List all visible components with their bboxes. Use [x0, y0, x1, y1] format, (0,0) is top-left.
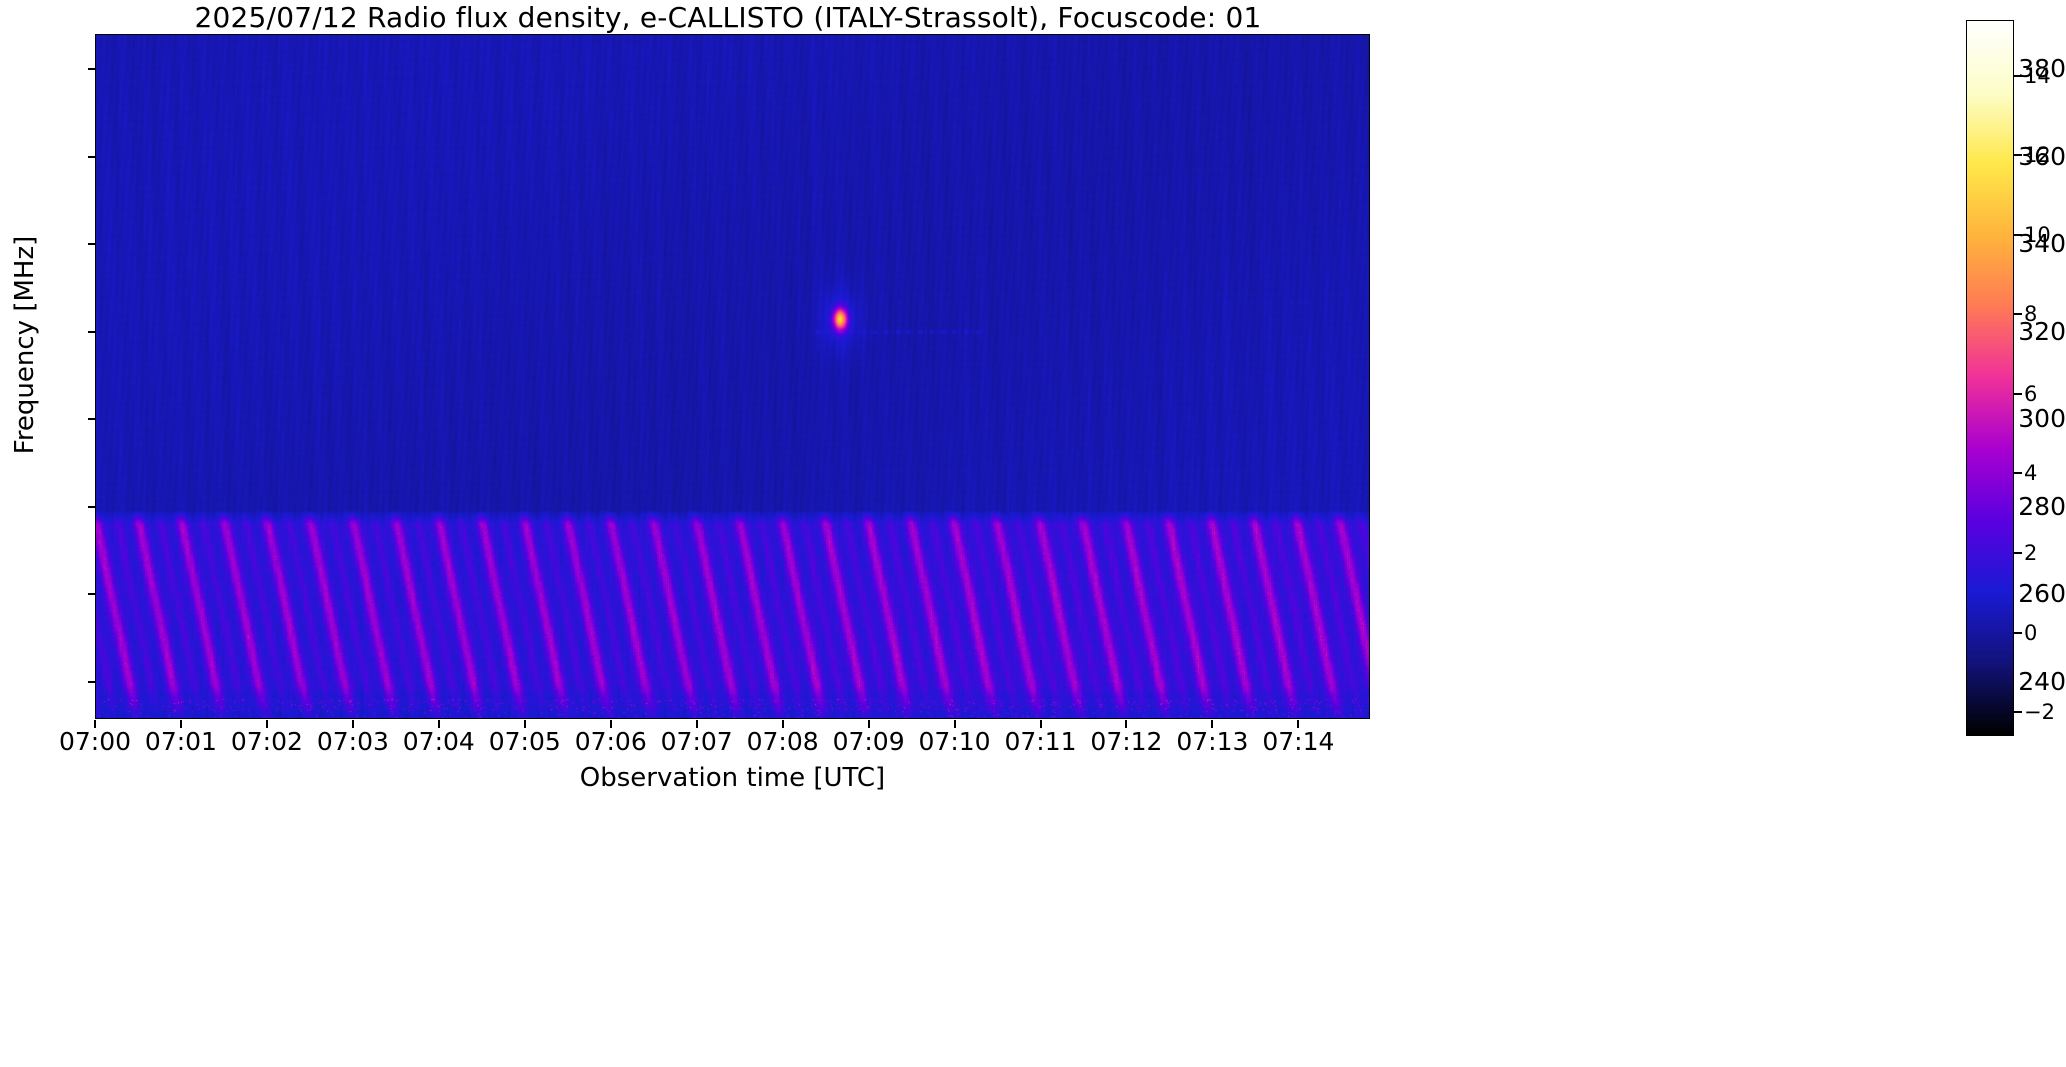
y-axis-tick-label: 340 — [2018, 229, 2066, 259]
colorbar-tick-label: 0 — [2024, 620, 2038, 645]
y-axis-tick-label: 280 — [2018, 491, 2066, 521]
colorbar-tick-label: 4 — [2024, 461, 2038, 486]
x-axis-tick-label: 07:08 — [746, 727, 819, 756]
x-axis-tick-mark — [437, 720, 440, 728]
x-axis-tick-mark — [265, 720, 268, 728]
x-axis-tick-mark — [781, 720, 784, 728]
x-axis-tick-mark — [1125, 720, 1128, 728]
x-axis-tick-label: 07:01 — [144, 727, 217, 756]
y-axis-tick-mark — [88, 418, 96, 421]
x-axis-tick-mark — [609, 720, 612, 728]
x-axis-tick-mark — [94, 720, 96, 728]
x-axis-tick-mark — [953, 720, 956, 728]
y-axis-tick-label: 260 — [2018, 579, 2066, 609]
colorbar-tick-mark — [2014, 711, 2022, 714]
colorbar-tick-label: 12 — [2024, 143, 2051, 168]
y-axis-tick-label: 300 — [2018, 404, 2066, 434]
colorbar-tick-label: 8 — [2024, 302, 2038, 327]
x-axis-tick-mark — [523, 720, 526, 728]
colorbar-tick-label: 6 — [2024, 381, 2038, 406]
colorbar-tick-mark — [2014, 472, 2022, 475]
x-axis-tick-label: 07:13 — [1176, 727, 1249, 756]
x-axis-tick-label: 07:00 — [58, 727, 132, 756]
y-axis-tick-mark — [88, 593, 96, 596]
figure-title: 2025/07/12 Radio flux density, e-CALLIST… — [194, 1, 1262, 34]
x-axis-tick-label: 07:02 — [230, 727, 303, 756]
colorbar — [1966, 20, 2014, 736]
y-axis-tick-label: 360 — [2018, 141, 2066, 171]
colorbar-tick-mark — [2014, 154, 2022, 157]
x-axis-tick-label: 07:10 — [918, 727, 991, 756]
x-axis-tick-label: 07:05 — [488, 727, 561, 756]
y-axis-tick-label: 380 — [2018, 54, 2066, 84]
y-axis-tick-mark — [88, 243, 96, 246]
x-axis-tick-label: 07:14 — [1262, 727, 1335, 756]
x-axis-tick-label: 07:09 — [832, 727, 905, 756]
colorbar-tick-label: 10 — [2024, 222, 2051, 247]
y-axis-tick-mark — [88, 155, 96, 158]
x-axis-tick-mark — [695, 720, 698, 728]
y-axis-tick-mark — [88, 680, 96, 683]
colorbar-tick-mark — [2014, 74, 2022, 77]
colorbar-tick-mark — [2014, 552, 2022, 555]
x-axis-tick-mark — [867, 720, 870, 728]
x-axis-tick-label: 07:12 — [1090, 727, 1163, 756]
x-axis-tick-mark — [1039, 720, 1042, 728]
x-axis-label: Observation time [UTC] — [579, 763, 886, 793]
spectrogram-image — [96, 35, 1369, 718]
colorbar-tick-label: −2 — [2024, 700, 2055, 725]
x-axis-tick-mark — [1211, 720, 1214, 728]
colorbar-tick-mark — [2014, 392, 2022, 395]
y-axis-tick-mark — [88, 68, 96, 71]
x-axis-tick-mark — [1297, 720, 1300, 728]
colorbar-tick-label: 2 — [2024, 541, 2038, 566]
colorbar-tick-mark — [2014, 313, 2022, 316]
y-axis-label: Frequency [MHz] — [10, 235, 40, 455]
x-axis-tick-label: 07:03 — [316, 727, 389, 756]
colorbar-tick-mark — [2014, 233, 2022, 236]
x-axis-tick-label: 07:04 — [402, 727, 475, 756]
y-axis-tick-label: 320 — [2018, 316, 2066, 346]
x-axis-tick-label: 07:06 — [574, 727, 647, 756]
x-axis-tick-mark — [351, 720, 354, 728]
spectrogram-plot-area — [95, 34, 1370, 719]
y-axis-tick-mark — [88, 505, 96, 508]
x-axis-tick-label: 07:07 — [660, 727, 733, 756]
colorbar-tick-label: 14 — [2024, 63, 2051, 88]
x-axis-tick-label: 07:11 — [1004, 727, 1077, 756]
colorbar-tick-mark — [2014, 631, 2022, 634]
y-axis-tick-label: 240 — [2018, 666, 2066, 696]
y-axis-tick-mark — [88, 330, 96, 333]
x-axis-tick-mark — [179, 720, 182, 728]
colorbar-gradient — [1967, 21, 2013, 735]
